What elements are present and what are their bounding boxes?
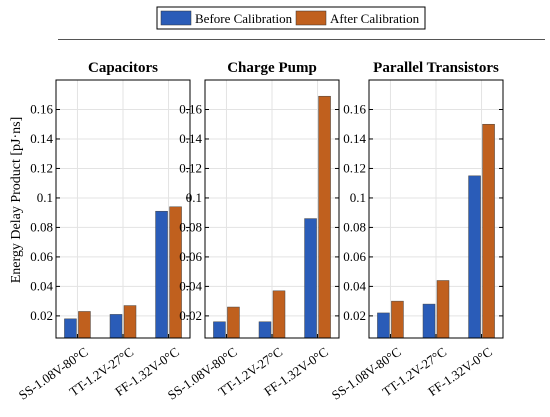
y-tick-label: 0.1 [350,190,366,205]
bar-before-2 [468,175,481,339]
y-tick-label: 0.14 [30,131,53,146]
y-tick-label: 0.16 [179,101,202,116]
bar-before-1 [422,303,436,339]
panel-title: Parallel Transistors [373,60,499,76]
y-tick-label: 0.06 [343,249,366,264]
bar-after-1 [436,280,450,339]
y-tick-label: 0.08 [30,219,53,234]
legend-swatch-0 [160,10,192,26]
legend-label-0: Before Calibration [195,11,293,26]
y-tick-label: 0.16 [343,101,366,116]
panel-2: Parallel Transistors 0.02 0.04 0.06 0.08 0.1 0… [329,60,504,403]
bar-before-0 [64,318,77,339]
legend-box [156,6,426,30]
y-tick-label: 0.12 [30,160,53,175]
y-tick-label: 0.1 [37,190,53,205]
y-tick-label: 0.04 [179,278,202,293]
chart-legend: Before Calibration After Calibration [156,6,426,30]
y-tick-label: 0.08 [179,219,202,234]
legend-label-1: After Calibration [330,11,420,26]
bar-before-1 [109,314,123,339]
y-tick-label: 0.1 [186,190,202,205]
bar-after-1 [272,290,286,339]
bar-after-1 [123,305,137,339]
y-tick-label: 0.02 [179,308,202,323]
y-tick-label: 0.02 [343,308,366,323]
bar-before-2 [304,218,317,339]
y-axis-label: Energy Delay Product [pJ·ns] [9,117,24,284]
panel-title: Capacitors [88,60,158,76]
y-tick-label: 0.08 [343,219,366,234]
panel-title: Charge Pump [227,60,317,76]
y-tick-label: 0.14 [343,131,366,146]
y-tick-label: 0.12 [179,160,202,175]
legend-swatch-1 [295,10,327,26]
bar-after-2 [482,123,495,339]
bar-after-0 [391,300,404,339]
bar-before-0 [377,312,390,339]
panel-1: Charge Pump 0.02 0.04 0.06 0.08 0.1 0.12 0.14 0.… [165,60,340,403]
y-tick-label: 0.04 [30,278,53,293]
y-tick-label: 0.06 [30,249,53,264]
panel-0: Capacitors 0.02 0.04 0.06 0.08 0.1 0.12 0.14 0.1… [16,60,191,403]
y-tick-label: 0.12 [343,160,366,175]
bar-before-2 [155,210,168,339]
chart-panels: Capacitors 0.02 0.04 0.06 0.08 0.1 0.12 0.14 0.1… [16,60,504,403]
bar-after-0 [78,311,91,339]
bar-after-2 [318,95,331,339]
y-tick-label: 0.14 [179,131,202,146]
y-tick-label: 0.02 [30,308,53,323]
bar-after-0 [227,306,240,339]
y-tick-label: 0.04 [343,278,366,293]
y-tick-label: 0.16 [30,101,53,116]
bar-before-1 [258,321,272,339]
y-tick-label: 0.06 [179,249,202,264]
bar-before-0 [213,321,226,339]
